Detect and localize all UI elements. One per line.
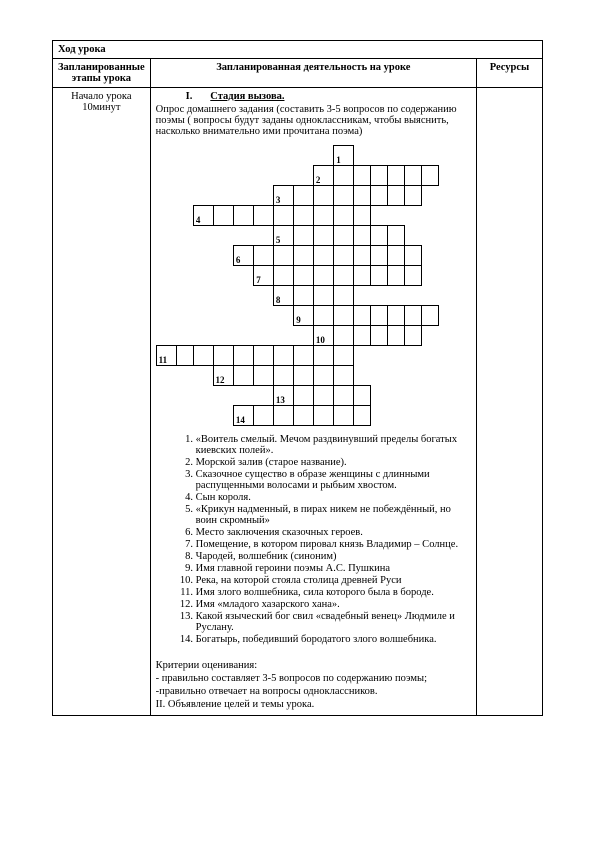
criteria-title: Критерии оценивания:: [156, 660, 471, 671]
col-activity: Запланированная деятельность на уроке: [150, 59, 476, 88]
clue-item: Имя злого волшебника, сила которого была…: [196, 587, 471, 598]
clue-item: Имя главной героини поэмы А.С. Пушкина: [196, 563, 471, 574]
clue-list: «Воитель смелый. Мечом раздвинувший пред…: [156, 434, 471, 645]
stage-line2: 10минут: [82, 102, 120, 113]
cw-num-10: 10: [313, 326, 333, 346]
col-stage: Запланированные этапы урока: [53, 59, 151, 88]
cw-num-5: 5: [273, 226, 293, 246]
closing-line: II. Объявление целей и темы урока.: [156, 699, 471, 710]
clue-item: Место заключения сказочных героев.: [196, 527, 471, 538]
cw-num-2: 2: [313, 166, 333, 186]
clue-item: Какой языческий бог свил «свадебный вене…: [196, 611, 471, 633]
clue-item: Чародей, волшебник (синоним): [196, 551, 471, 562]
section-name: Стадия вызова.: [210, 91, 284, 102]
section-roman: I.: [186, 91, 208, 102]
intro-text: Опрос домашнего задания (составить 3-5 в…: [156, 104, 471, 137]
cw-num-8: 8: [273, 286, 293, 306]
stage-line1: Начало урока: [71, 91, 131, 102]
col-resources: Ресурсы: [477, 59, 543, 88]
activity-cell: I. Стадия вызова. Опрос домашнего задани…: [150, 88, 476, 716]
cw-num-6: 6: [233, 246, 253, 266]
clue-item: Помещение, в котором пировал князь Влади…: [196, 539, 471, 550]
section-title: I. Стадия вызова.: [186, 91, 471, 102]
clue-item: Имя «младого хазарского хана».: [196, 599, 471, 610]
cw-num-13: 13: [273, 386, 293, 406]
clue-item: «Воитель смелый. Мечом раздвинувший пред…: [196, 434, 471, 456]
clue-item: Морской залив (старое название).: [196, 457, 471, 468]
stage-cell: Начало урока 10минут: [53, 88, 151, 716]
cw-num-9: 9: [294, 306, 314, 326]
lesson-table: Ход урока Запланированные этапы урока За…: [52, 40, 543, 716]
clue-item: Богатырь, победивший бородатого злого во…: [196, 634, 471, 645]
cw-num-7: 7: [254, 266, 274, 286]
clue-item: Сын короля.: [196, 492, 471, 503]
resources-cell: [477, 88, 543, 716]
cw-num-4: 4: [193, 206, 213, 226]
crossword-grid: 1 2 3: [156, 145, 471, 426]
cw-num-3: 3: [273, 186, 293, 206]
criteria-1: - правильно составляет 3-5 вопросов по с…: [156, 673, 471, 684]
cw-num-1: 1: [334, 146, 354, 166]
clue-item: «Крикун надменный, в пирах никем не побе…: [196, 504, 471, 526]
table-header: Ход урока: [53, 41, 543, 59]
cw-num-14: 14: [233, 406, 253, 426]
cw-num-12: 12: [213, 366, 233, 386]
clue-item: Сказочное существо в образе женщины с дл…: [196, 469, 471, 491]
criteria-2: -правильно отвечает на вопросы однокласс…: [156, 686, 471, 697]
cw-num-11: 11: [156, 346, 176, 366]
clue-item: Река, на которой стояла столица древней …: [196, 575, 471, 586]
